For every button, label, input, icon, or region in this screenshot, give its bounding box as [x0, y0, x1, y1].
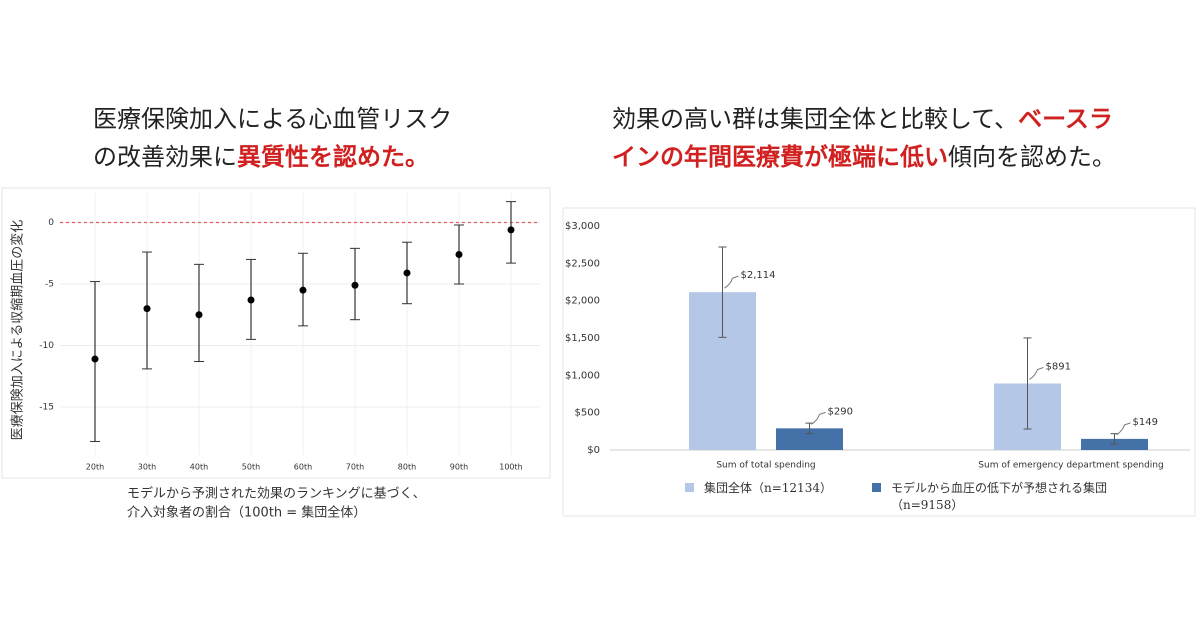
x-axis-label: 介入対象者の割合（100th = 集団全体） [127, 505, 366, 521]
heading-text: 効果の高い群は集団全体と比較して、 [612, 105, 1018, 133]
point [143, 305, 151, 313]
legend-item: 集団全体（n=12134） [685, 479, 855, 496]
y-tick-label: $1,000 [565, 370, 600, 381]
point [91, 355, 99, 363]
y-tick-label: -5 [45, 280, 54, 290]
point [403, 269, 411, 277]
heading-line: 効果の高い群は集団全体と比較して、ベースラ [612, 105, 1113, 133]
x-tick-label: 80th [398, 463, 416, 472]
heading-emphasis: 異質性を認めた。 [237, 143, 429, 171]
x-tick-label: Sum of total spending [716, 461, 815, 471]
heading-text: 医療保険加入による心血管リスク [93, 105, 452, 133]
heading-line: の改善効果に異質性を認めた。 [93, 143, 429, 171]
y-axis-label: 医療保険加入による収縮期血圧の変化 [10, 220, 26, 441]
x-tick-label: 70th [346, 463, 364, 472]
heading-line: 医療保険加入による心血管リスク [93, 105, 452, 133]
point [247, 296, 255, 304]
point [507, 226, 515, 234]
label-leader [1116, 422, 1131, 436]
value-label: $149 [1133, 417, 1158, 428]
heading-text: 傾向を認めた。 [948, 143, 1116, 171]
x-axis-label: モデルから予測された効果のランキングに基づく、 [127, 486, 426, 502]
point [455, 251, 463, 259]
heading-emphasis: ベースラ [1018, 105, 1113, 133]
x-tick-label: 60th [294, 463, 312, 472]
legend-label: モデルから血圧の低下が予想される集団（n=9158） [891, 481, 1108, 512]
point [299, 286, 307, 294]
x-tick-label: 90th [450, 463, 468, 472]
legend-swatch [685, 483, 694, 492]
label-leader [724, 275, 739, 289]
value-label: $2,114 [741, 270, 776, 281]
legend-swatch [872, 483, 881, 492]
heading-line: インの年間医療費が極端に低い傾向を認めた。 [612, 143, 1116, 171]
x-tick-label: 40th [190, 463, 208, 472]
y-tick-label: -15 [39, 403, 54, 413]
value-label: $290 [828, 406, 853, 417]
label-leader [811, 411, 826, 425]
point [195, 311, 203, 319]
bar [776, 428, 843, 450]
legend-label: 集団全体（n=12134） [704, 481, 832, 495]
heading-text: の改善効果に [93, 143, 237, 171]
y-tick-label: $2,000 [565, 296, 600, 307]
x-tick-label: 100th [499, 463, 522, 472]
y-tick-label: -10 [39, 341, 54, 351]
y-tick-label: $1,500 [565, 333, 600, 344]
x-tick-label: 50th [242, 463, 260, 472]
left-panel [1, 187, 551, 479]
point [351, 281, 359, 289]
heading-emphasis: インの年間医療費が極端に低い [612, 143, 948, 171]
label-leader [1029, 366, 1044, 380]
y-tick-label: $500 [575, 408, 600, 419]
y-tick-label: 0 [48, 218, 54, 228]
legend-item: モデルから血圧の低下が予想される集団（n=9158） [872, 479, 1132, 513]
x-tick-label: 20th [86, 463, 104, 472]
y-tick-label: $3,000 [565, 221, 600, 232]
x-tick-label: 30th [138, 463, 156, 472]
value-label: $891 [1046, 361, 1071, 372]
x-tick-label: Sum of emergency department spending [978, 461, 1163, 471]
y-tick-label: $0 [587, 445, 600, 456]
y-tick-label: $2,500 [565, 258, 600, 269]
right-panel [562, 207, 1196, 517]
